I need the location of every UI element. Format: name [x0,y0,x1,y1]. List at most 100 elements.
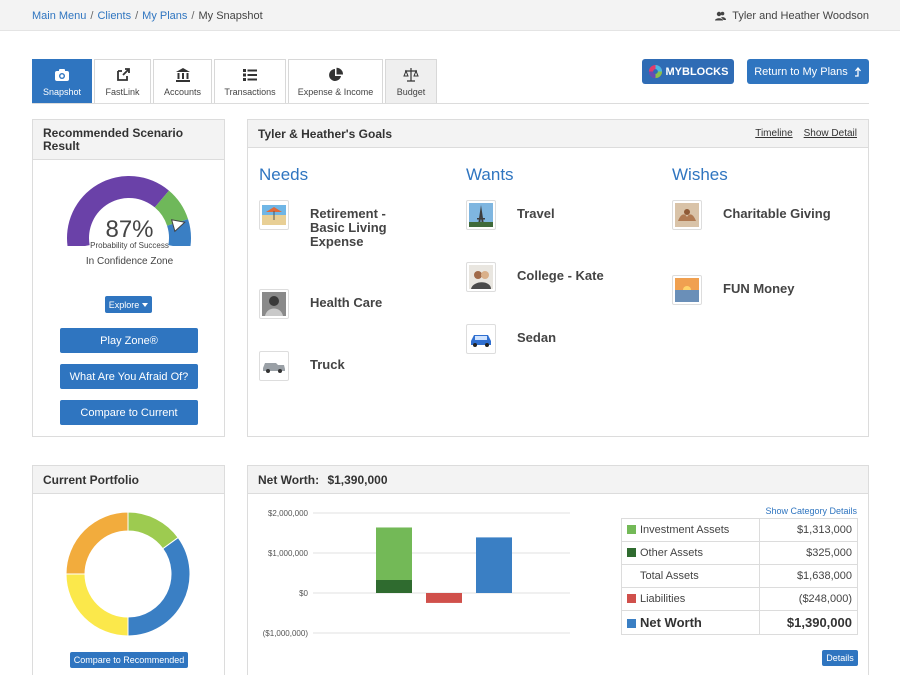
scale-icon [403,67,419,82]
wishes-column-title: Wishes [672,165,728,184]
details-button[interactable]: Details [822,650,858,666]
users-icon [715,11,727,21]
goal-label: FUN Money [723,281,795,296]
row-value: $1,638,000 [759,564,858,588]
row-label-cell: Net Worth [621,610,760,635]
show-detail-link[interactable]: Show Detail [803,128,857,139]
goal-label: Health Care [310,295,383,310]
legend-swatch [627,525,636,534]
net-worth-header: Net Worth: $1,390,000 [248,466,868,494]
pie-chart-icon [328,67,343,81]
goal-label: Retirement - Basic Living Expense [310,206,387,249]
goals-title: Tyler & Heather's Goals [248,120,868,148]
goal-label: Sedan [517,330,557,345]
car-icon [466,324,496,354]
breadcrumb-clients[interactable]: Clients [97,10,132,22]
row-label-cell: Liabilities [621,587,760,611]
compare-to-recommended-button[interactable]: Compare to Recommended [70,652,188,668]
timeline-link[interactable]: Timeline [755,128,793,139]
myblocks-label: MYBLOCKS [665,65,729,78]
gauge-pointer [170,219,186,233]
return-to-plans-button[interactable]: Return to My Plans [747,59,869,84]
goal-retirement[interactable]: Retirement - Basic Living Expense [259,200,420,249]
show-category-details-link[interactable]: Show Category Details [765,506,857,516]
myblocks-logo-icon [648,64,662,79]
net-worth-title: Net Worth: [258,473,320,487]
breadcrumb-current: My Snapshot [198,10,263,22]
tab-snapshot[interactable]: Snapshot [32,59,92,103]
bar-liabilities-0 [426,593,462,603]
camera-icon [55,68,69,81]
tab-fastlink[interactable]: FastLink [94,59,151,103]
tab-transactions[interactable]: Transactions [214,59,286,103]
breadcrumb-separator: / [135,10,139,22]
table-row: Investment Assets $1,313,000 [621,518,858,542]
bar-assets-0 [376,580,412,593]
y-tick-label: $0 [299,589,308,598]
tab-expense-income[interactable]: Expense & Income [288,59,383,103]
goal-charitable-giving[interactable]: Charitable Giving [672,200,833,230]
row-label-cell: Total Assets [621,564,760,588]
goals-panel: Tyler & Heather's Goals Timeline Show De… [247,119,869,437]
tab-accounts[interactable]: Accounts [153,59,212,103]
caret-down-icon [142,302,149,307]
current-portfolio-panel: Current Portfolio Compare to Recommended [32,465,225,675]
nav-tabs: Snapshot FastLink Accounts Transactions … [32,59,437,103]
confidence-zone-label: In Confidence Zone [85,256,174,267]
legend-swatch [627,594,636,603]
goal-fun-money[interactable]: FUN Money [672,275,833,305]
goal-travel[interactable]: Travel [466,200,627,230]
tab-divider [32,103,869,104]
row-label: Other Assets [640,547,703,559]
goal-truck[interactable]: Truck [259,351,420,381]
afraid-of-button[interactable]: What Are You Afraid Of? [60,364,198,389]
table-row: Net Worth $1,390,000 [621,610,858,635]
row-label: Total Assets [640,570,699,582]
eiffel-tower-icon [466,200,496,230]
beach-chair-icon [259,200,289,230]
explore-dropdown[interactable]: Explore [105,296,152,313]
table-row: Total Assets $1,638,000 [621,564,858,588]
tab-budget[interactable]: Budget [385,59,437,103]
goal-sedan[interactable]: Sedan [466,324,627,354]
health-care-photo-icon [259,289,289,319]
goal-label: Truck [310,357,345,372]
tab-label: Accounts [163,86,202,97]
gauge-low-zone [67,176,169,246]
goal-label: Travel [517,206,555,221]
breadcrumb: Main Menu / Clients / My Plans / My Snapshot [32,10,263,22]
row-value: $1,390,000 [759,610,858,635]
list-icon [243,68,257,81]
giving-hands-icon [672,200,702,230]
goal-label: College - Kate [517,268,604,283]
goal-college-kate[interactable]: College - Kate [466,262,627,292]
success-gauge [67,176,191,246]
donut-slice-1 [127,536,191,637]
net-worth-bar-chart: $2,000,000 $1,000,000 $0 ($1,000,000) [263,509,570,638]
explore-label: Explore [108,299,140,310]
bar-assets-1 [376,527,412,580]
success-percent-label: Probability of Success [90,241,169,250]
row-value: ($248,000) [759,587,858,611]
return-label: Return to My Plans [754,65,848,78]
breadcrumb-my-plans[interactable]: My Plans [142,10,188,22]
success-percent: 87% [105,216,154,243]
row-label: Liabilities [640,593,686,605]
goal-health-care[interactable]: Health Care [259,289,420,319]
row-label: Investment Assets [640,524,730,536]
user-menu[interactable]: Tyler and Heather Woodson [715,10,869,22]
external-link-icon [116,67,130,81]
y-tick-label: $2,000,000 [268,509,309,518]
donut-slice-2 [65,573,129,637]
compare-to-current-button[interactable]: Compare to Current [60,400,198,425]
wants-column-title: Wants [466,165,514,184]
donut-slice-3 [65,511,129,575]
user-name: Tyler and Heather Woodson [732,10,869,22]
net-worth-panel: Net Worth: $1,390,000 $2,000,000 $1,000,0… [247,465,869,675]
breadcrumb-main-menu[interactable]: Main Menu [32,10,87,22]
tab-label: Budget [396,86,426,97]
myblocks-button[interactable]: MYBLOCKS [642,59,734,84]
needs-column-title: Needs [259,165,309,184]
play-zone-button[interactable]: Play Zone® [60,328,198,353]
row-label-cell: Investment Assets [621,518,760,542]
